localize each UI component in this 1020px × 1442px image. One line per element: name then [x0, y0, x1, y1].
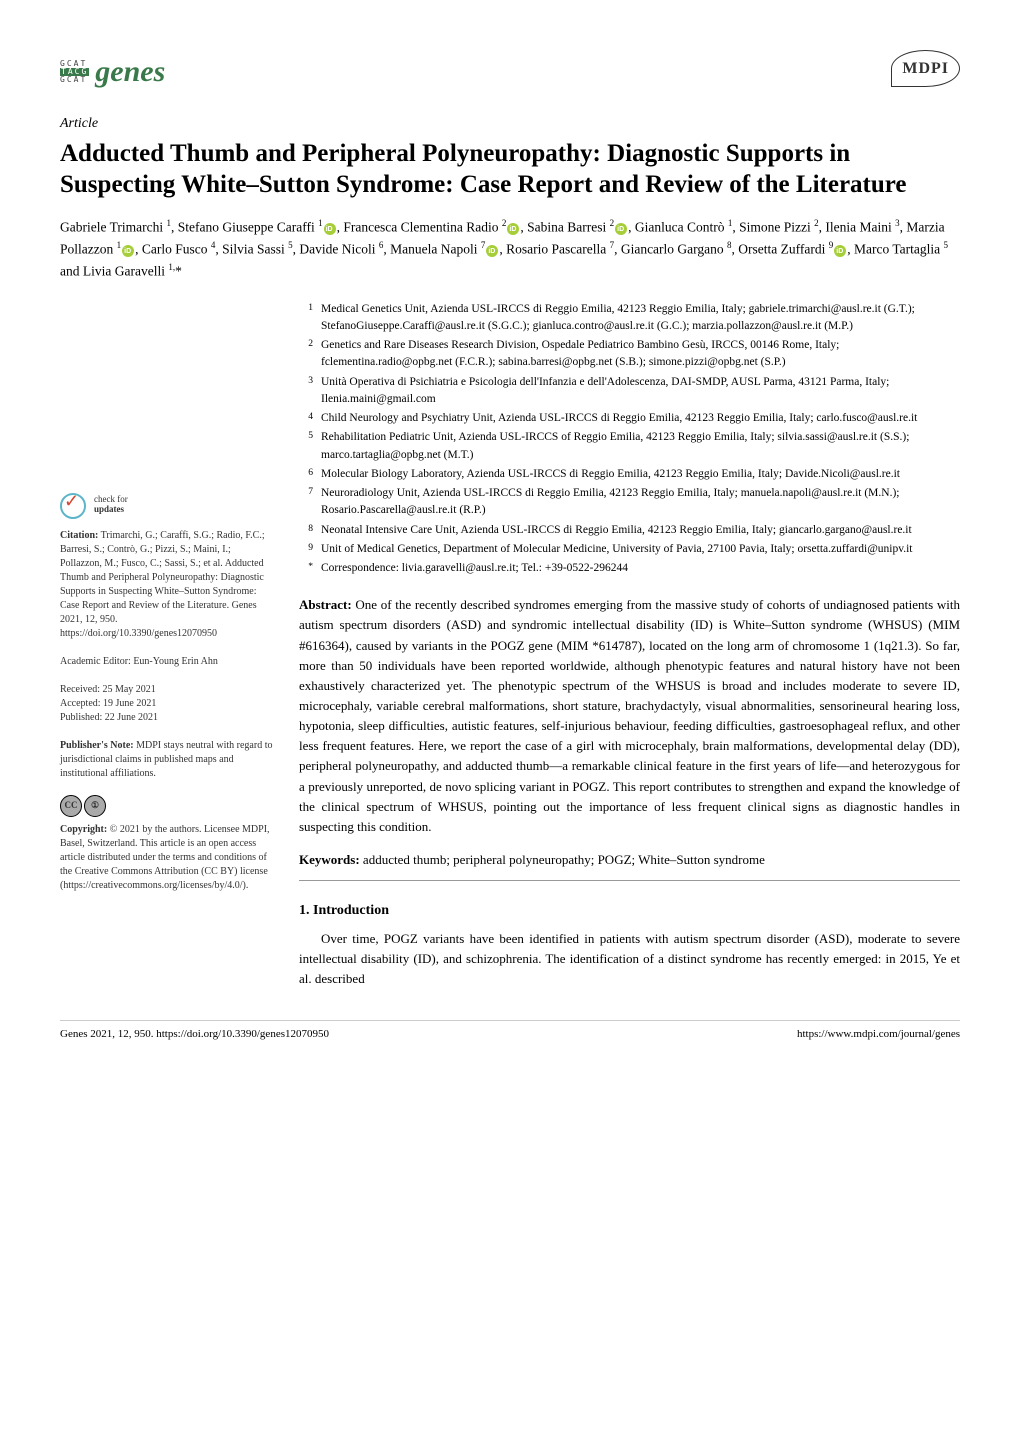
- affiliation-row: 4 Child Neurology and Psychiatry Unit, Az…: [299, 410, 960, 427]
- cc-badge: CC ①: [60, 795, 275, 817]
- abstract: Abstract: One of the recently described …: [299, 595, 960, 837]
- affiliation-row: 5Rehabilitation Pediatric Unit, Azienda …: [299, 429, 960, 464]
- abstract-label: Abstract:: [299, 597, 352, 612]
- sidebar: check forupdates Citation: Trimarchi, G.…: [60, 301, 275, 990]
- affil-text: Neuroradiology Unit, Azienda USL-IRCCS d…: [321, 485, 960, 520]
- affiliation-row: 7Neuroradiology Unit, Azienda USL-IRCCS …: [299, 485, 960, 520]
- affil-text: Rehabilitation Pediatric Unit, Azienda U…: [321, 429, 960, 464]
- affil-text: Correspondence: livia.garavelli@ausl.re.…: [321, 560, 628, 577]
- orcid-icon: [122, 245, 134, 257]
- affil-num: 6: [299, 466, 313, 483]
- affiliation-row: * Correspondence: livia.garavelli@ausl.re…: [299, 560, 960, 577]
- keywords-text: adducted thumb; peripheral polyneuropath…: [363, 852, 765, 867]
- affil-num: *: [299, 560, 313, 577]
- editor-block: Academic Editor: Eun-Young Erin Ahn: [60, 655, 275, 669]
- received-date: Received: 25 May 2021: [60, 683, 275, 697]
- affiliation-row: 8 Neonatal Intensive Care Unit, Azienda U…: [299, 522, 960, 539]
- orcid-icon: [507, 223, 519, 235]
- editor-name: Eun-Young Erin Ahn: [133, 656, 218, 667]
- affil-num: 2: [299, 337, 313, 372]
- keywords-label: Keywords:: [299, 852, 360, 867]
- by-icon: ①: [84, 795, 106, 817]
- affil-text: Unit of Medical Genetics, Department of …: [321, 541, 913, 558]
- affil-text: Unità Operativa di Psichiatria e Psicolo…: [321, 374, 960, 409]
- article-type: Article: [60, 114, 960, 134]
- affiliation-row: 3Unità Operativa di Psichiatria e Psicol…: [299, 374, 960, 409]
- keywords: Keywords: adducted thumb; peripheral pol…: [299, 851, 960, 870]
- affiliations-list: 1Medical Genetics Unit, Azienda USL-IRCC…: [299, 301, 960, 578]
- check-updates-text: check forupdates: [94, 495, 128, 515]
- citation-block: Citation: Trimarchi, G.; Caraffi, S.G.; …: [60, 529, 275, 641]
- mdpi-logo: MDPI: [891, 50, 960, 87]
- check-icon: [60, 491, 88, 519]
- affil-num: 7: [299, 485, 313, 520]
- check-updates-badge[interactable]: check forupdates: [60, 491, 275, 519]
- journal-logo: GCATTACGGCAT genes: [60, 50, 165, 94]
- affil-text: Molecular Biology Laboratory, Azienda US…: [321, 466, 900, 483]
- article-title: Adducted Thumb and Peripheral Polyneurop…: [60, 138, 960, 201]
- citation-label: Citation:: [60, 530, 98, 541]
- pubnote-block: Publisher's Note: MDPI stays neutral wit…: [60, 739, 275, 781]
- affil-text: Medical Genetics Unit, Azienda USL-IRCCS…: [321, 301, 960, 336]
- dates-block: Received: 25 May 2021 Accepted: 19 June …: [60, 683, 275, 725]
- citation-text: Trimarchi, G.; Caraffi, S.G.; Radio, F.C…: [60, 530, 265, 639]
- footer: Genes 2021, 12, 950. https://doi.org/10.…: [60, 1020, 960, 1043]
- copyright-block: Copyright: © 2021 by the authors. Licens…: [60, 823, 275, 893]
- section-1-heading: 1. Introduction: [299, 901, 960, 921]
- journal-name: genes: [95, 50, 165, 94]
- accepted-date: Accepted: 19 June 2021: [60, 697, 275, 711]
- affil-num: 8: [299, 522, 313, 539]
- pubnote-label: Publisher's Note:: [60, 740, 134, 751]
- authors-list: Gabriele Trimarchi 1, Stefano Giuseppe C…: [60, 216, 960, 282]
- divider: [299, 880, 960, 881]
- copyright-label: Copyright:: [60, 824, 107, 835]
- orcid-icon: [834, 245, 846, 257]
- abstract-text: One of the recently described syndromes …: [299, 597, 960, 834]
- affil-num: 5: [299, 429, 313, 464]
- orcid-icon: [486, 245, 498, 257]
- affil-text: Child Neurology and Psychiatry Unit, Azi…: [321, 410, 917, 427]
- footer-right: https://www.mdpi.com/journal/genes: [797, 1027, 960, 1043]
- affiliation-row: 2Genetics and Rare Diseases Research Div…: [299, 337, 960, 372]
- orcid-icon: [324, 223, 336, 235]
- editor-label: Academic Editor:: [60, 656, 131, 667]
- affiliation-row: 9 Unit of Medical Genetics, Department of…: [299, 541, 960, 558]
- affiliation-row: 6 Molecular Biology Laboratory, Azienda U…: [299, 466, 960, 483]
- affil-num: 9: [299, 541, 313, 558]
- main-content: 1Medical Genetics Unit, Azienda USL-IRCC…: [299, 301, 960, 990]
- affil-num: 3: [299, 374, 313, 409]
- two-column-layout: check forupdates Citation: Trimarchi, G.…: [60, 301, 960, 990]
- header-row: GCATTACGGCAT genes MDPI: [60, 50, 960, 94]
- affil-text: Neonatal Intensive Care Unit, Azienda US…: [321, 522, 912, 539]
- affil-text: Genetics and Rare Diseases Research Divi…: [321, 337, 960, 372]
- affil-num: 1: [299, 301, 313, 336]
- affil-num: 4: [299, 410, 313, 427]
- section-1-body: Over time, POGZ variants have been ident…: [299, 929, 960, 989]
- cc-icon: CC: [60, 795, 82, 817]
- orcid-icon: [615, 223, 627, 235]
- logo-dna-block: GCATTACGGCAT: [60, 60, 89, 84]
- affiliation-row: 1Medical Genetics Unit, Azienda USL-IRCC…: [299, 301, 960, 336]
- footer-left: Genes 2021, 12, 950. https://doi.org/10.…: [60, 1027, 329, 1043]
- published-date: Published: 22 June 2021: [60, 711, 275, 725]
